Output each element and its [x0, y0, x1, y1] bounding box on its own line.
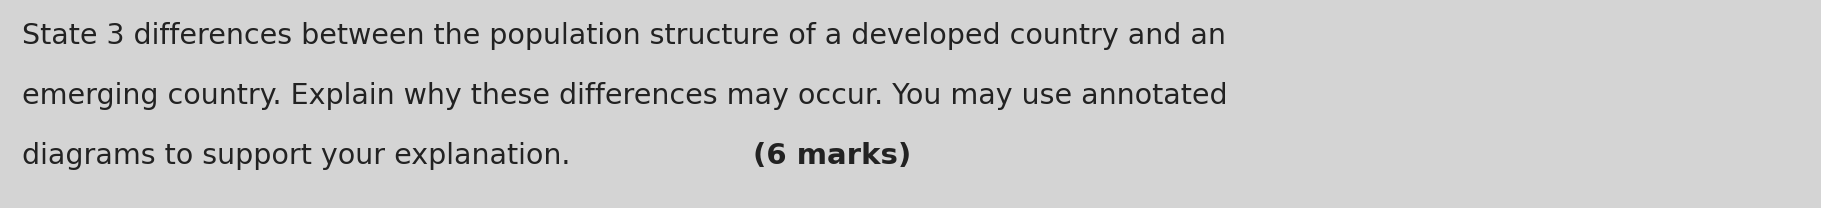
Text: State 3 differences between the population structure of a developed country and : State 3 differences between the populati…: [22, 22, 1226, 50]
Text: (6 marks): (6 marks): [752, 142, 910, 170]
Text: diagrams to support your explanation.: diagrams to support your explanation.: [22, 142, 588, 170]
Text: emerging country. Explain why these differences may occur. You may use annotated: emerging country. Explain why these diff…: [22, 82, 1227, 110]
